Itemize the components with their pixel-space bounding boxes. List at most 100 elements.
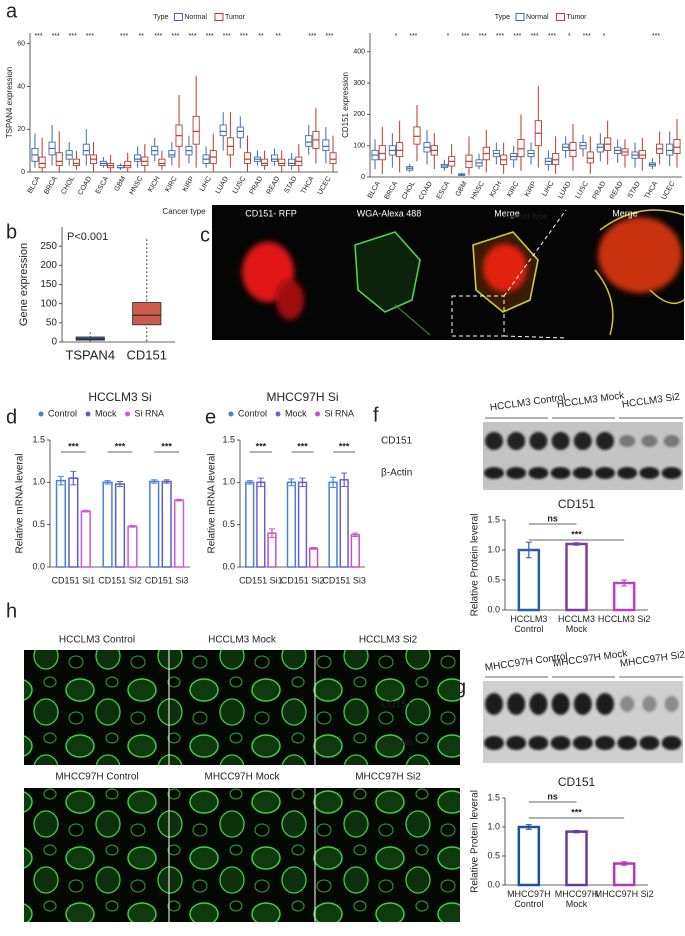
cell xyxy=(354,231,421,313)
legend-icon xyxy=(228,411,234,417)
bar xyxy=(68,477,79,568)
y-tick-label: 1.0 xyxy=(32,477,45,487)
box xyxy=(569,142,577,158)
x-tick-label: LIHC xyxy=(541,180,555,197)
x-tick-label-box: HCCLM3 Si2 xyxy=(598,614,651,624)
y-tick-label: 0.0 xyxy=(487,604,500,614)
y-tick-label: 20 xyxy=(17,126,25,133)
panel-label: c xyxy=(200,224,210,246)
box xyxy=(288,158,296,167)
legend-icon xyxy=(125,411,131,417)
x-tick-label: LUSC xyxy=(575,180,590,200)
legend-icon xyxy=(515,13,525,21)
image-title: HCCLM3 Control xyxy=(59,635,135,646)
box xyxy=(192,115,200,145)
significance: ns xyxy=(547,513,558,523)
cell xyxy=(598,217,682,293)
box xyxy=(278,158,286,167)
y-axis-label: Relative Protein leveral xyxy=(470,790,481,893)
x-tick-label: READ xyxy=(266,175,282,195)
bar xyxy=(286,481,297,568)
y-tick-label: 300 xyxy=(353,80,365,87)
panel-label: e xyxy=(205,406,216,428)
legend-icon xyxy=(214,13,224,21)
y-tick-label: 0.0 xyxy=(487,879,500,889)
x-tick-label: KIRP xyxy=(524,180,538,198)
x-tick-label: THCA xyxy=(644,180,660,200)
chart-title: CD151 xyxy=(558,497,596,511)
x-tick-label: GBM xyxy=(113,175,127,192)
legend-icon xyxy=(315,411,321,417)
y-tick-label: 0 xyxy=(361,174,365,181)
y-tick-label: 0.5 xyxy=(487,574,500,584)
band-row xyxy=(616,428,683,454)
box xyxy=(219,124,227,137)
bar xyxy=(267,532,277,568)
bar xyxy=(297,481,308,568)
significance: *** xyxy=(206,33,214,40)
bar xyxy=(102,481,113,568)
filament xyxy=(594,209,685,336)
significance: *** xyxy=(461,33,469,40)
significance: *** xyxy=(571,807,582,817)
x-tick-label: CD151 Si1 xyxy=(239,575,283,585)
significance: ns xyxy=(547,791,558,801)
box xyxy=(596,143,604,153)
band-row xyxy=(483,428,616,454)
bar xyxy=(308,547,319,568)
y-tick-label: 40 xyxy=(17,83,25,90)
panel-label: d xyxy=(6,406,17,428)
legend-label: Si RNA xyxy=(325,408,355,418)
image-title: CD151- RFP xyxy=(245,208,297,218)
significance: ** xyxy=(138,33,144,40)
significance: *** xyxy=(256,441,267,451)
significance: *** xyxy=(496,33,504,40)
y-tick-label: 0.5 xyxy=(222,519,235,529)
image-title: WGA-Alexa 488 xyxy=(357,208,422,218)
chart-title: CD151 xyxy=(558,775,596,789)
legend-label: Normal xyxy=(526,14,549,21)
box xyxy=(243,152,252,164)
x-tick-label-box: MHCC97H Control xyxy=(507,889,551,909)
panel-label: a xyxy=(6,0,18,22)
significance: *** xyxy=(52,33,60,40)
box xyxy=(124,160,132,169)
image-title: HCCLM3 Si2 xyxy=(359,635,418,646)
cell xyxy=(276,280,304,320)
significance: *** xyxy=(120,33,128,40)
y-tick-label: 0.0 xyxy=(222,561,235,571)
bar xyxy=(339,479,349,568)
x-tick-label: CHOL xyxy=(60,175,76,195)
significance: *** xyxy=(571,529,582,539)
x-tick-label: KIRC xyxy=(164,175,178,193)
x-tick-label: HNSC xyxy=(470,180,486,201)
x-tick-label: CD151 xyxy=(127,347,167,362)
lane-label: HCCLM3 Control xyxy=(489,392,566,413)
bar xyxy=(127,525,138,568)
significance: *** xyxy=(339,441,350,451)
y-tick-label: 200 xyxy=(353,111,365,118)
x-tick-label: UCEC xyxy=(661,180,677,201)
zoom-line xyxy=(503,335,567,339)
x-tick-label: CD151 Si3 xyxy=(322,575,366,585)
x-tick-label: HCCLM3 Control xyxy=(510,614,548,635)
bar xyxy=(174,499,185,568)
box xyxy=(132,302,162,326)
cell xyxy=(483,244,527,292)
significance: *** xyxy=(531,33,539,40)
x-tick-label: BRCA xyxy=(384,180,400,201)
box xyxy=(270,154,279,162)
significance: *** xyxy=(479,33,487,40)
legend-icon xyxy=(173,13,183,21)
significance: * xyxy=(568,33,571,40)
box xyxy=(55,152,63,167)
y-tick-label: 1.5 xyxy=(487,792,500,802)
box xyxy=(322,139,330,152)
x-tick-label: CD151 Si1 xyxy=(52,575,96,585)
image-title: Merge xyxy=(494,208,520,218)
significance: *** xyxy=(69,33,77,40)
panel-label: h xyxy=(6,600,17,622)
band-row xyxy=(483,730,683,756)
image xyxy=(24,788,460,922)
x-tick-label: LUAD xyxy=(215,175,230,195)
